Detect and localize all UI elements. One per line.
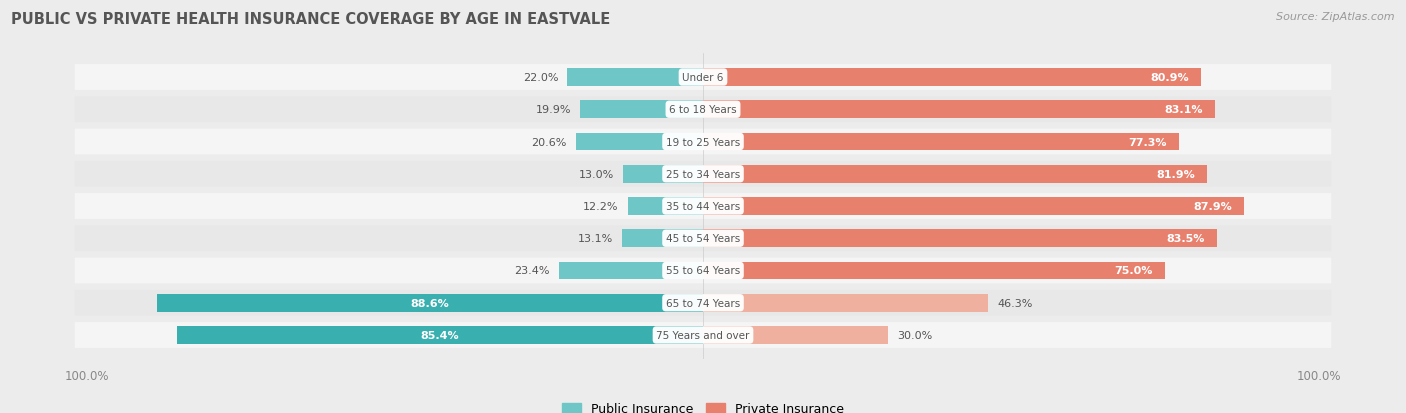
Bar — [703, 101, 1215, 119]
Bar — [157, 294, 703, 312]
Bar — [177, 326, 703, 344]
FancyBboxPatch shape — [75, 226, 1331, 252]
Text: 22.0%: 22.0% — [523, 73, 558, 83]
Bar — [703, 166, 1208, 183]
Bar — [703, 69, 1201, 87]
Text: 88.6%: 88.6% — [411, 298, 450, 308]
Bar — [576, 133, 703, 151]
Text: 13.0%: 13.0% — [578, 169, 613, 179]
FancyBboxPatch shape — [75, 290, 1331, 316]
Text: 19 to 25 Years: 19 to 25 Years — [666, 137, 740, 147]
Text: PUBLIC VS PRIVATE HEALTH INSURANCE COVERAGE BY AGE IN EASTVALE: PUBLIC VS PRIVATE HEALTH INSURANCE COVER… — [11, 12, 610, 27]
Bar — [558, 262, 703, 280]
FancyBboxPatch shape — [75, 65, 1331, 91]
FancyBboxPatch shape — [75, 194, 1331, 219]
Text: 83.1%: 83.1% — [1164, 105, 1202, 115]
Text: 80.9%: 80.9% — [1150, 73, 1189, 83]
Text: Source: ZipAtlas.com: Source: ZipAtlas.com — [1277, 12, 1395, 22]
Bar — [703, 133, 1180, 151]
FancyBboxPatch shape — [75, 161, 1331, 187]
Bar — [703, 262, 1166, 280]
Bar — [568, 69, 703, 87]
FancyBboxPatch shape — [75, 97, 1331, 123]
Bar — [703, 198, 1244, 215]
Text: 81.9%: 81.9% — [1156, 169, 1195, 179]
Text: 19.9%: 19.9% — [536, 105, 571, 115]
FancyBboxPatch shape — [75, 258, 1331, 284]
Bar — [703, 230, 1218, 247]
Text: 30.0%: 30.0% — [897, 330, 932, 340]
Bar — [623, 166, 703, 183]
Text: 12.2%: 12.2% — [583, 202, 619, 211]
Text: 75.0%: 75.0% — [1115, 266, 1153, 276]
Text: 83.5%: 83.5% — [1167, 234, 1205, 244]
Text: 25 to 34 Years: 25 to 34 Years — [666, 169, 740, 179]
Text: 23.4%: 23.4% — [515, 266, 550, 276]
Bar — [581, 101, 703, 119]
FancyBboxPatch shape — [75, 322, 1331, 348]
Bar — [628, 198, 703, 215]
Text: 87.9%: 87.9% — [1194, 202, 1232, 211]
Bar — [703, 326, 887, 344]
Text: 65 to 74 Years: 65 to 74 Years — [666, 298, 740, 308]
Text: 20.6%: 20.6% — [531, 137, 567, 147]
Text: 85.4%: 85.4% — [420, 330, 460, 340]
Text: 13.1%: 13.1% — [578, 234, 613, 244]
Text: 35 to 44 Years: 35 to 44 Years — [666, 202, 740, 211]
Text: 77.3%: 77.3% — [1129, 137, 1167, 147]
Legend: Public Insurance, Private Insurance: Public Insurance, Private Insurance — [557, 397, 849, 413]
Text: 6 to 18 Years: 6 to 18 Years — [669, 105, 737, 115]
Text: 55 to 64 Years: 55 to 64 Years — [666, 266, 740, 276]
Text: 45 to 54 Years: 45 to 54 Years — [666, 234, 740, 244]
FancyBboxPatch shape — [75, 129, 1331, 155]
Text: Under 6: Under 6 — [682, 73, 724, 83]
Bar — [703, 294, 988, 312]
Bar — [623, 230, 703, 247]
Text: 46.3%: 46.3% — [997, 298, 1033, 308]
Text: 75 Years and over: 75 Years and over — [657, 330, 749, 340]
